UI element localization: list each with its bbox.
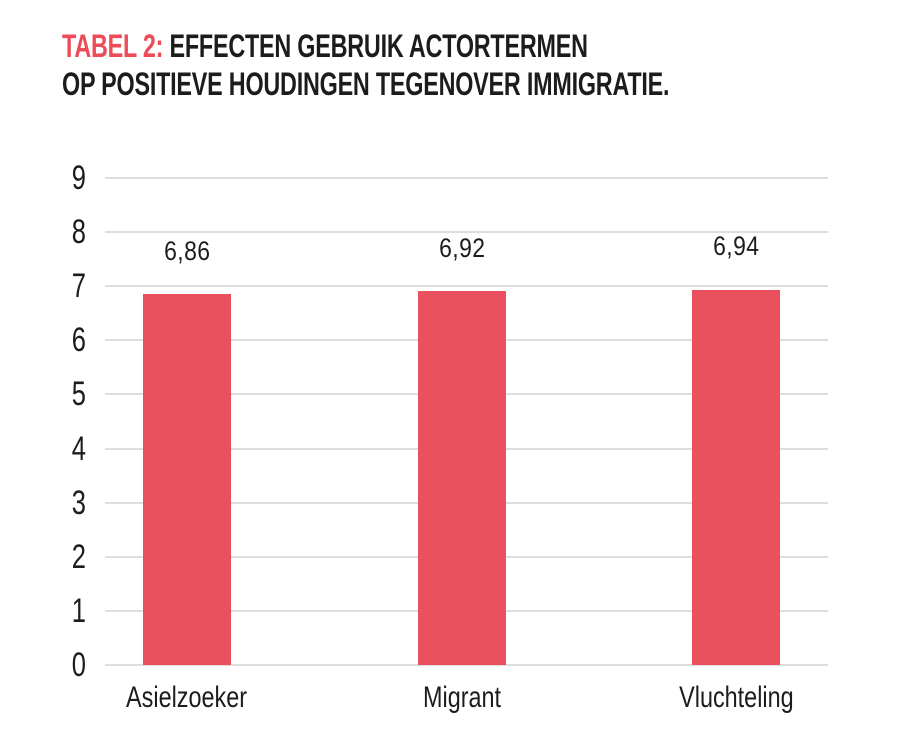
y-tick-text: 2 <box>71 537 86 576</box>
gridline <box>105 177 828 179</box>
y-axis: 0 1 2 3 4 5 6 7 8 9 <box>0 159 86 684</box>
y-tick-text: 4 <box>71 429 86 468</box>
bar-value-label: 6,86 <box>107 236 267 267</box>
x-category-text: Vluchteling <box>678 681 794 714</box>
plot-area: 6,86 6,92 6,94 <box>105 177 828 666</box>
gridline <box>105 664 828 666</box>
y-tick-text: 1 <box>71 591 86 630</box>
y-tick-label: 1 <box>0 591 86 631</box>
y-tick-label: 5 <box>0 374 86 414</box>
y-tick-label: 2 <box>0 537 86 577</box>
y-tick-text: 5 <box>71 375 86 414</box>
y-tick-text: 3 <box>71 483 86 522</box>
x-axis: Asielzoeker Migrant Vluchteling <box>105 680 828 724</box>
chart-title-line1: TABEL 2: EFFECTEN GEBRUIK ACTORTERMEN <box>62 27 669 65</box>
y-tick-text: 6 <box>71 321 86 360</box>
bar-value-text: 6,92 <box>438 232 486 263</box>
y-tick-label: 9 <box>0 158 86 198</box>
x-category-label: Migrant <box>342 680 582 716</box>
bar-value-text: 6,86 <box>163 235 211 266</box>
y-tick-label: 3 <box>0 483 86 523</box>
gridline <box>105 285 828 288</box>
y-tick-label: 7 <box>0 266 86 306</box>
gridline <box>105 231 828 234</box>
bar <box>143 293 231 665</box>
y-tick-label: 0 <box>0 645 86 685</box>
chart-title-line2: OP POSITIEVE HOUDINGEN TEGENOVER IMMIGRA… <box>62 66 670 102</box>
chart-title: TABEL 2: EFFECTEN GEBRUIK ACTORTERMEN OP… <box>62 27 894 103</box>
x-category-text: Asielzoeker <box>126 681 248 714</box>
bar <box>692 289 780 665</box>
y-tick-label: 6 <box>0 320 86 360</box>
bar-value-label: 6,94 <box>656 231 816 262</box>
x-category-label: Asielzoeker <box>67 680 307 716</box>
y-tick-text: 7 <box>71 267 86 306</box>
y-tick-text: 8 <box>71 213 86 252</box>
x-category-text: Migrant <box>422 681 502 714</box>
chart-title-accent: TABEL 2: <box>62 28 164 64</box>
x-category-label: Vluchteling <box>616 680 856 716</box>
bar-value-text: 6,94 <box>712 231 760 262</box>
y-tick-text: 9 <box>71 159 86 197</box>
y-tick-text: 0 <box>71 646 86 684</box>
y-tick-label: 8 <box>0 212 86 252</box>
chart-title-line1-rest: EFFECTEN GEBRUIK ACTORTERMEN <box>169 28 588 64</box>
y-tick-label: 4 <box>0 429 86 469</box>
bar-value-label: 6,92 <box>382 233 542 264</box>
bar <box>418 290 506 665</box>
